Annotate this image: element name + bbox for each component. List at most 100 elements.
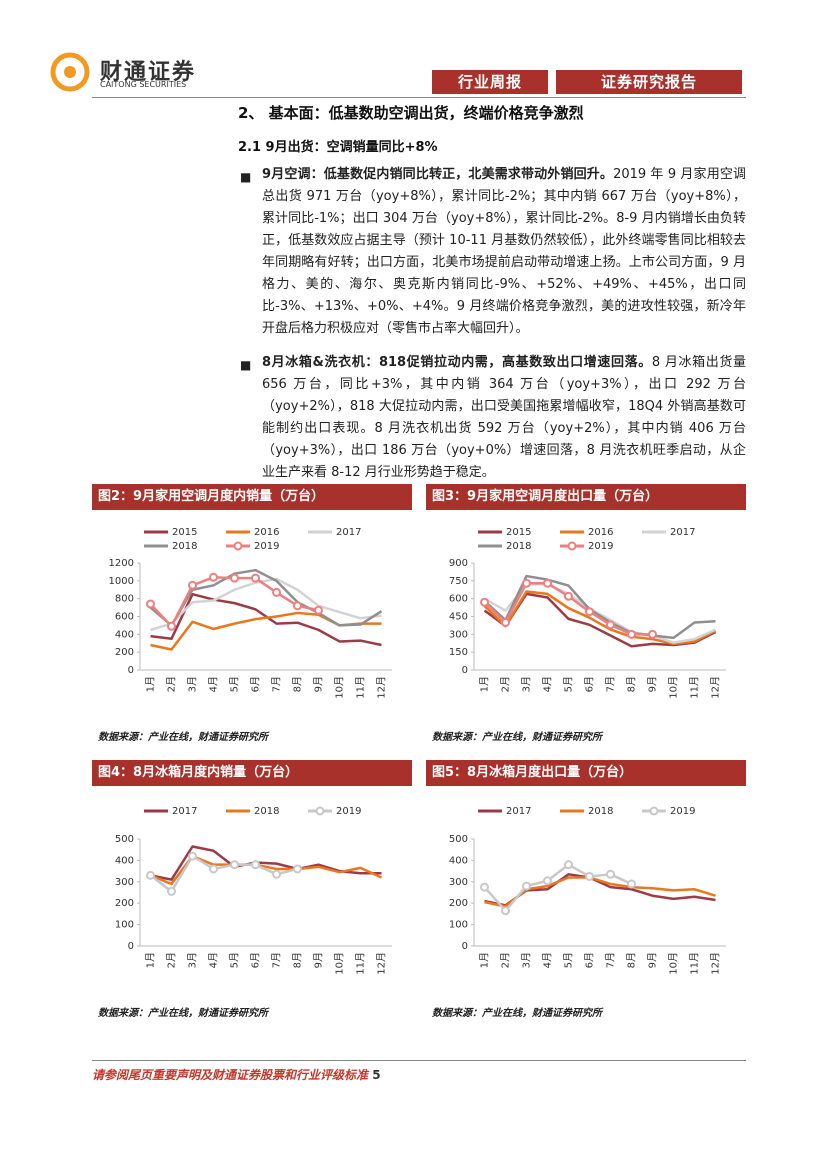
series-line [149, 576, 319, 628]
chart-title: 图5：8月冰箱月度出口量（万台） [426, 760, 746, 786]
x-tick-label: 2月 [500, 952, 512, 968]
y-tick-label: 200 [115, 898, 134, 909]
x-tick-label: 3月 [521, 952, 533, 968]
data-marker [272, 869, 281, 879]
x-tick-label: 5月 [229, 676, 241, 692]
x-tick-label: 6月 [250, 952, 262, 968]
x-tick-label: 2月 [500, 676, 512, 692]
data-marker [585, 607, 594, 617]
x-tick-label: 5月 [563, 676, 575, 692]
x-tick-label: 8月 [292, 676, 304, 692]
data-marker [627, 629, 636, 639]
y-tick-label: 600 [449, 594, 468, 605]
data-marker [543, 876, 552, 886]
data-marker [627, 879, 636, 889]
data-marker [251, 860, 260, 870]
legend-label: 2016 [588, 527, 613, 538]
chart-source: 数据来源：产业在线，财通证券研究所 [432, 732, 602, 743]
y-tick-label: 150 [449, 647, 468, 658]
chart: 图2：9月家用空调月度内销量（万台） 0 200 400 600 800 1000 1200 1… [92, 484, 412, 754]
data-marker [606, 620, 615, 630]
data-marker [564, 591, 573, 601]
series-line [150, 577, 382, 632]
x-tick-label: 9月 [313, 676, 325, 692]
y-tick-label: 300 [449, 877, 468, 888]
chart-plot: 0 150 300 450 600 750 900 1月 2月 3月 4月 5月 6月 7月 8月 9月 10月… [449, 527, 726, 699]
subsection-title: 2.1 9月出货：空调销量同比+8% [238, 140, 438, 155]
x-tick-label: 1月 [479, 676, 491, 692]
y-tick-label: 100 [115, 920, 134, 931]
x-tick-label: 9月 [313, 952, 325, 968]
data-marker [146, 599, 155, 609]
data-marker [188, 580, 197, 590]
x-tick-label: 5月 [563, 952, 575, 968]
x-tick-label: 7月 [605, 676, 617, 692]
data-marker [293, 864, 302, 874]
x-tick-label: 8月 [626, 952, 638, 968]
legend-label: 2019 [336, 806, 361, 817]
y-tick-label: 600 [115, 612, 134, 623]
data-marker [480, 882, 489, 892]
series-line [150, 611, 382, 651]
legend-label: 2016 [254, 527, 279, 538]
data-marker [522, 578, 531, 588]
y-tick-label: 400 [115, 629, 134, 640]
y-tick-label: 750 [449, 576, 468, 587]
header-rule [92, 97, 746, 98]
y-tick-label: 1200 [109, 558, 134, 569]
series-line [484, 876, 716, 908]
legend-label: 2015 [172, 527, 197, 538]
x-tick-label: 8月 [292, 952, 304, 968]
x-tick-label: 12月 [710, 952, 722, 975]
chart-title: 图3：9月家用空调月度出口量（万台） [426, 484, 746, 510]
x-tick-label: 5月 [229, 952, 241, 968]
x-tick-label: 8月 [626, 676, 638, 692]
y-tick-label: 200 [115, 647, 134, 658]
logo-cn: 财通证券 [100, 60, 197, 85]
x-tick-label: 1月 [145, 952, 157, 968]
page-number: 5 [372, 1068, 381, 1082]
chart-title: 图4：8月冰箱月度内销量（万台） [92, 760, 412, 786]
x-tick-label: 4月 [542, 676, 554, 692]
y-tick-label: 400 [449, 855, 468, 866]
paragraph-text: 8 月冰箱出货量 656 万台，同比+3%，其中内销 364 万台（yoy+3%… [262, 355, 746, 480]
footer-text: 请参阅尾页重要声明及财通证券股票和行业评级标准 [92, 1068, 369, 1082]
paragraph-lead: 8月冰箱&洗衣机：818促销拉动内需，高基数致出口增速回落。 [262, 355, 652, 370]
series-line [149, 568, 383, 627]
y-tick-label: 300 [449, 629, 468, 640]
legend-label: 2017 [336, 527, 361, 538]
x-tick-label: 12月 [710, 676, 722, 699]
legend-marker [233, 541, 243, 551]
data-marker [272, 587, 281, 597]
y-tick-label: 0 [128, 941, 134, 952]
footer-note: 请参阅尾页重要声明及财通证券股票和行业评级标准 5 [92, 1066, 381, 1083]
chart-source: 数据来源：产业在线，财通证券研究所 [98, 732, 268, 743]
paragraph-text: 2019 年 9 月家用空调总出货 971 万台（yoy+8%），累计同比-2%… [262, 167, 747, 336]
x-tick-label: 10月 [334, 676, 346, 699]
x-tick-label: 7月 [271, 952, 283, 968]
chart: 图5：8月冰箱月度出口量（万台） 0 100 200 300 400 500 1月 2月 3月 4月… [426, 760, 746, 1030]
data-marker [522, 881, 531, 891]
x-tick-label: 11月 [689, 952, 701, 975]
header-tab: 行业周报 [432, 70, 548, 94]
data-marker [501, 906, 510, 916]
x-tick-label: 4月 [208, 676, 220, 692]
logo-en: CAITONG SECURITIES [100, 80, 187, 89]
data-marker [501, 617, 510, 627]
bullet: ■ [240, 358, 252, 372]
footer-rule [92, 1060, 746, 1061]
y-tick-label: 500 [449, 834, 468, 845]
x-tick-label: 10月 [334, 952, 346, 975]
series-line [150, 845, 382, 881]
logo-icon [50, 52, 90, 92]
x-tick-label: 9月 [647, 952, 659, 968]
x-tick-label: 10月 [668, 676, 680, 699]
legend-label: 2019 [588, 541, 613, 552]
x-tick-label: 1月 [479, 952, 491, 968]
legend-marker [567, 541, 577, 551]
y-tick-label: 0 [128, 665, 134, 676]
series-line [150, 592, 382, 647]
data-marker [251, 573, 260, 583]
chart-title: 图2：9月家用空调月度内销量（万台） [92, 484, 412, 510]
